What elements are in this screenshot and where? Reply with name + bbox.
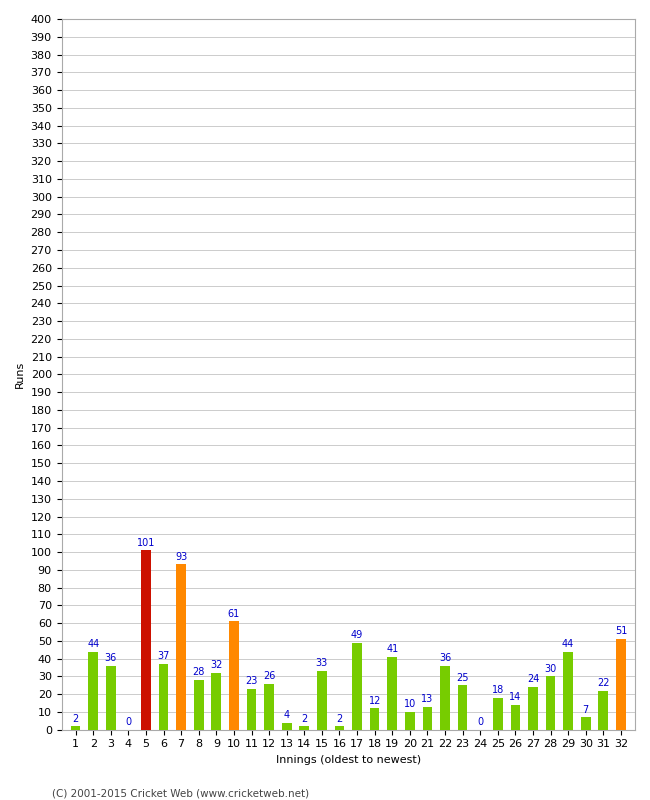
Bar [141,550,151,730]
Text: 28: 28 [192,667,205,678]
Bar [352,642,362,730]
Bar [194,680,203,730]
Text: 41: 41 [386,644,398,654]
Text: 32: 32 [210,660,222,670]
Text: 61: 61 [227,609,240,618]
Text: 4: 4 [283,710,290,720]
Text: 14: 14 [509,692,521,702]
Y-axis label: Runs: Runs [15,361,25,388]
Text: (C) 2001-2015 Cricket Web (www.cricketweb.net): (C) 2001-2015 Cricket Web (www.cricketwe… [52,788,309,798]
Bar [510,705,520,730]
Bar [71,726,81,730]
Bar [564,651,573,730]
Bar [282,722,292,730]
Bar [106,666,116,730]
Text: 0: 0 [477,717,483,727]
Text: 2: 2 [73,714,79,723]
Text: 36: 36 [105,653,117,663]
Bar [458,686,467,730]
Text: 12: 12 [369,696,381,706]
Bar [176,565,186,730]
Text: 44: 44 [562,639,575,649]
Bar [616,639,626,730]
Bar [246,689,256,730]
Text: 10: 10 [404,699,416,710]
Bar [581,718,591,730]
Text: 26: 26 [263,671,276,681]
Bar [159,664,168,730]
Bar [387,657,397,730]
Bar [265,683,274,730]
Bar [528,687,538,730]
Text: 13: 13 [421,694,434,704]
Text: 7: 7 [582,705,589,714]
Text: 2: 2 [301,714,307,723]
Text: 2: 2 [336,714,343,723]
Text: 25: 25 [456,673,469,682]
Bar [300,726,309,730]
Bar [88,651,98,730]
Bar [493,698,502,730]
Text: 37: 37 [157,651,170,662]
Text: 22: 22 [597,678,610,688]
Bar [317,671,327,730]
Bar [229,622,239,730]
X-axis label: Innings (oldest to newest): Innings (oldest to newest) [276,755,421,765]
Text: 101: 101 [136,538,155,547]
Text: 93: 93 [175,552,187,562]
Bar [546,677,555,730]
Text: 30: 30 [545,664,556,674]
Text: 24: 24 [526,674,539,685]
Text: 23: 23 [245,676,257,686]
Bar [370,709,380,730]
Bar [422,706,432,730]
Bar [405,712,415,730]
Text: 36: 36 [439,653,451,663]
Text: 44: 44 [87,639,99,649]
Bar [211,673,221,730]
Text: 51: 51 [615,626,627,637]
Text: 33: 33 [316,658,328,669]
Bar [599,690,608,730]
Text: 0: 0 [125,717,131,727]
Bar [440,666,450,730]
Bar [335,726,344,730]
Text: 49: 49 [351,630,363,640]
Text: 18: 18 [491,685,504,695]
